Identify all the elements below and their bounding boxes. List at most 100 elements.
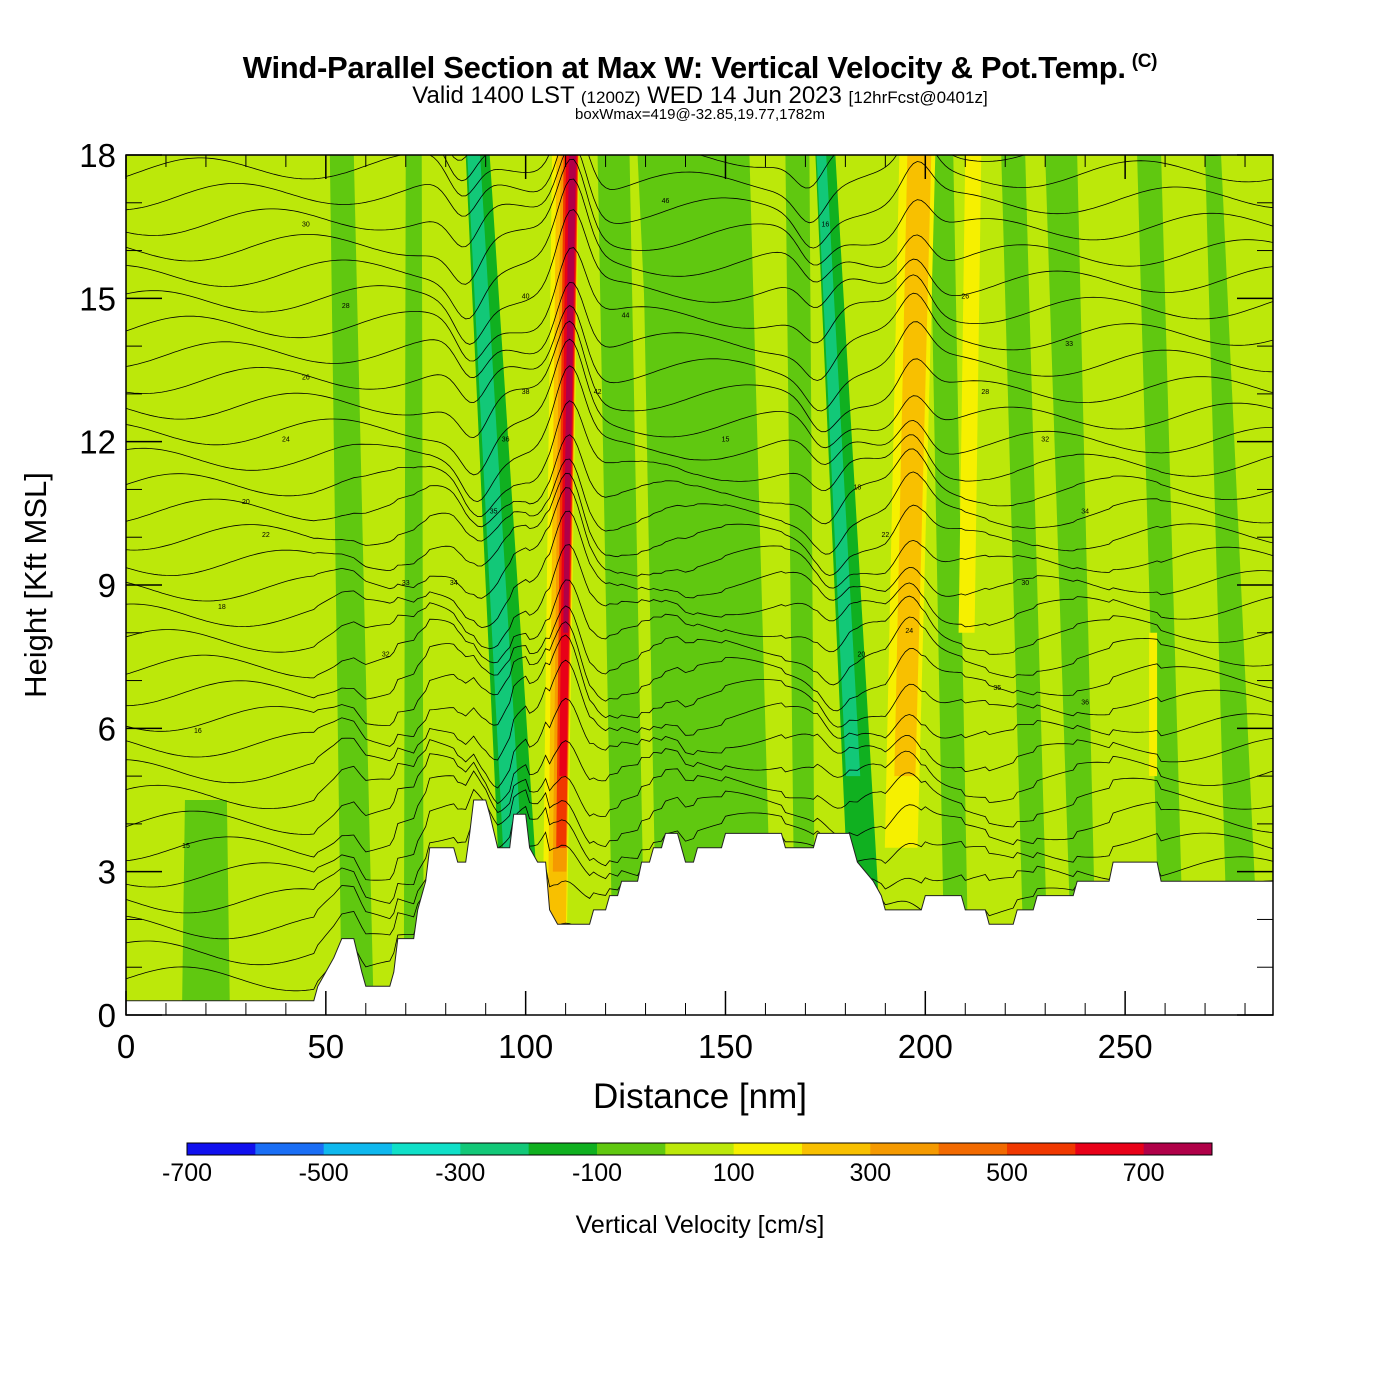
valid-local: Valid 1400 LST: [412, 82, 575, 109]
colorbar-swatch: [938, 1143, 1008, 1155]
terrain-profile: [125, 799, 1274, 1016]
contour-label: 46: [662, 198, 670, 205]
colorbar-swatch: [1075, 1143, 1145, 1155]
theta-contour: [126, 697, 1273, 809]
theta-contour: [126, 740, 1273, 835]
contour-label: 22: [881, 532, 889, 539]
weak-descent-band: [1137, 155, 1186, 1015]
y-tick-label: 3: [98, 854, 116, 891]
downdraft-core: [467, 155, 532, 1015]
contour-label: 34: [450, 580, 458, 587]
contour-label: 26: [961, 293, 969, 300]
theta-contour: [126, 458, 1273, 555]
y-axis-label: Height [Kft MSL]: [18, 472, 53, 698]
weak-descent-band: [329, 155, 374, 1015]
valid-time: Valid 1400 LST (1200Z) WED 14 Jun 2023 […: [0, 82, 1400, 110]
weak-descent-band: [181, 800, 230, 1015]
theta-contours: [126, 155, 1273, 992]
colorbar-border: [186, 1142, 1213, 1156]
weak-descent-band: [929, 155, 970, 1015]
x-tick-label: 0: [117, 1028, 135, 1065]
contour-label: 36: [1081, 699, 1089, 706]
chart-title: Wind-Parallel Section at Max W: Vertical…: [0, 50, 1400, 86]
weak-descent-band: [1205, 155, 1262, 1015]
contour-label: 22: [262, 532, 270, 539]
colorbar-swatch: [460, 1143, 530, 1155]
contour-label: 33: [402, 580, 410, 587]
contour-label: 32: [382, 652, 390, 659]
theta-contour: [126, 281, 1273, 381]
forecast-info: [12hrFcst@0401z]: [848, 88, 988, 107]
contour-label: 18: [218, 604, 226, 611]
theta-contour: [126, 659, 1273, 784]
theta-contour: [126, 209, 1273, 345]
theta-contour: [126, 305, 1273, 412]
theta-contour: [126, 178, 1273, 320]
weak-descent-band: [785, 155, 816, 1015]
theta-contour: [126, 510, 1273, 629]
theta-contour: [451, 155, 468, 161]
x-tick-label: 150: [698, 1028, 753, 1065]
colorbar-swatch: [1143, 1143, 1213, 1155]
theta-contour: [126, 155, 1227, 197]
downdraft-core: [816, 155, 861, 777]
x-tick-label: 250: [1098, 1028, 1153, 1065]
colorbar-tick-label: -100: [572, 1159, 622, 1187]
updraft-band: [894, 155, 932, 777]
contour-label: 15: [182, 843, 190, 850]
colorbar-tick-label: 300: [849, 1159, 891, 1187]
theta-contour: [126, 788, 1273, 888]
theta-contour: [126, 434, 1273, 528]
box-wmax-info: boxWmax=419@-32.85,19.77,1782m: [575, 106, 825, 123]
terrain: [125, 799, 1274, 1016]
updraft-core: [563, 155, 577, 633]
contour-label: 28: [981, 389, 989, 396]
contour-label: 15: [722, 437, 730, 444]
updraft-band: [958, 155, 982, 633]
colorbar-swatch: [597, 1143, 666, 1155]
contour-label: 16: [821, 222, 829, 229]
theta-contour: [126, 158, 1273, 285]
contour-label: 30: [302, 222, 310, 229]
colorbar-swatch: [1007, 1143, 1076, 1155]
colorbar-swatch: [392, 1143, 461, 1155]
theta-contour: [126, 400, 1273, 518]
theta-contour: [126, 634, 1273, 758]
contour-label: 32: [1041, 437, 1049, 444]
theta-contour: [126, 365, 1273, 503]
colorbar-swatch: [255, 1143, 325, 1155]
colorbar-swatch: [802, 1143, 871, 1155]
contour-label: 36: [502, 437, 510, 444]
contour-label: 18: [853, 484, 861, 491]
x-tick-label: 200: [898, 1028, 953, 1065]
theta-contour: [126, 579, 1273, 679]
theta-contour: [126, 768, 1273, 862]
title-block: Wind-Parallel Section at Max W: Vertical…: [0, 50, 1400, 123]
contour-label: 20: [242, 499, 250, 506]
x-tick-label: 100: [498, 1028, 553, 1065]
theta-contour: [126, 155, 1273, 224]
weak-descent-band: [1045, 155, 1098, 1015]
colorbar-swatch: [870, 1143, 940, 1155]
valid-date: WED 14 Jun 2023: [647, 82, 842, 109]
theta-contour: [126, 338, 1273, 476]
contour-label: 35: [490, 508, 498, 515]
weak-descent-band: [1001, 155, 1050, 1015]
x-axis-label: Distance [nm]: [593, 1077, 807, 1116]
colorbar-tick-label: 500: [986, 1159, 1028, 1187]
theta-contour: [126, 621, 1273, 732]
colorbar-tick-label: -300: [435, 1159, 485, 1187]
colorbar-swatch: [323, 1143, 393, 1155]
contour-label: 26: [302, 375, 310, 382]
y-tick-label: 12: [79, 424, 116, 461]
weak-descent-band: [403, 155, 424, 1015]
theta-contour: [126, 472, 1273, 576]
contour-label: 44: [622, 312, 630, 319]
copyright-mark: (C): [1131, 50, 1158, 72]
theta-contour: [126, 805, 1273, 914]
theta-contour: [126, 247, 1273, 362]
contour-label: 33: [1065, 341, 1073, 348]
contour-label: 20: [857, 652, 865, 659]
